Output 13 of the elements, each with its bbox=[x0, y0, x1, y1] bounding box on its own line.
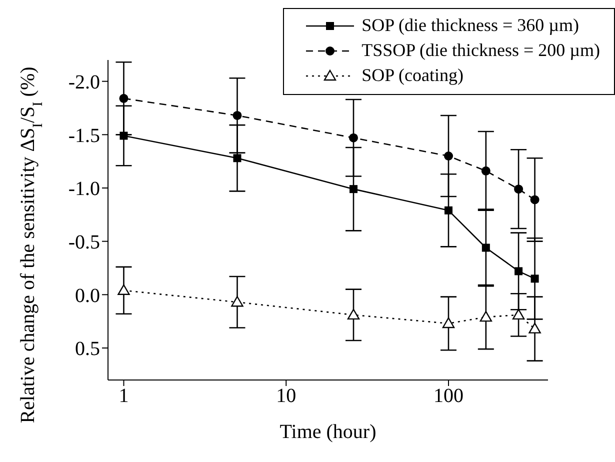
y-tick-label: -2.0 bbox=[68, 71, 100, 94]
x-tick-label: 10 bbox=[276, 385, 296, 408]
y-tick-label: -1.0 bbox=[68, 178, 100, 200]
y-tick-label: -0.5 bbox=[68, 231, 100, 254]
legend-label: SOP (die thickness = 360 µm) bbox=[362, 15, 579, 36]
y-tick-label: 0.0 bbox=[75, 284, 100, 307]
x-axis-title: Time (hour) bbox=[280, 421, 376, 443]
x-tick-label: 100 bbox=[433, 385, 464, 408]
y-tick-label: 0.5 bbox=[75, 338, 100, 360]
y-tick-label: -1.5 bbox=[68, 124, 100, 147]
x-tick-label: 1 bbox=[118, 385, 129, 408]
legend-label: TSSOP (die thickness = 200 µm) bbox=[362, 40, 600, 61]
legend-label: SOP (coating) bbox=[362, 65, 464, 86]
